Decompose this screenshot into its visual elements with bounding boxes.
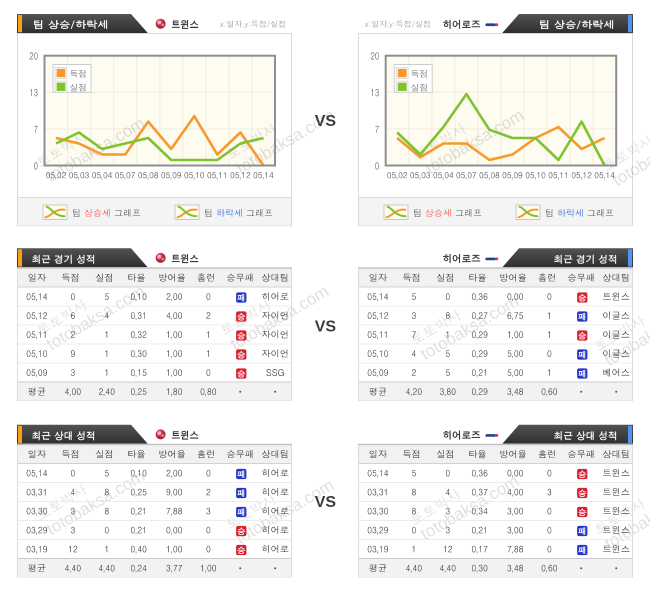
svg-text:VS: VS bbox=[315, 494, 337, 511]
svg-text:VS: VS bbox=[315, 318, 337, 335]
svg-text:VS: VS bbox=[315, 113, 337, 130]
